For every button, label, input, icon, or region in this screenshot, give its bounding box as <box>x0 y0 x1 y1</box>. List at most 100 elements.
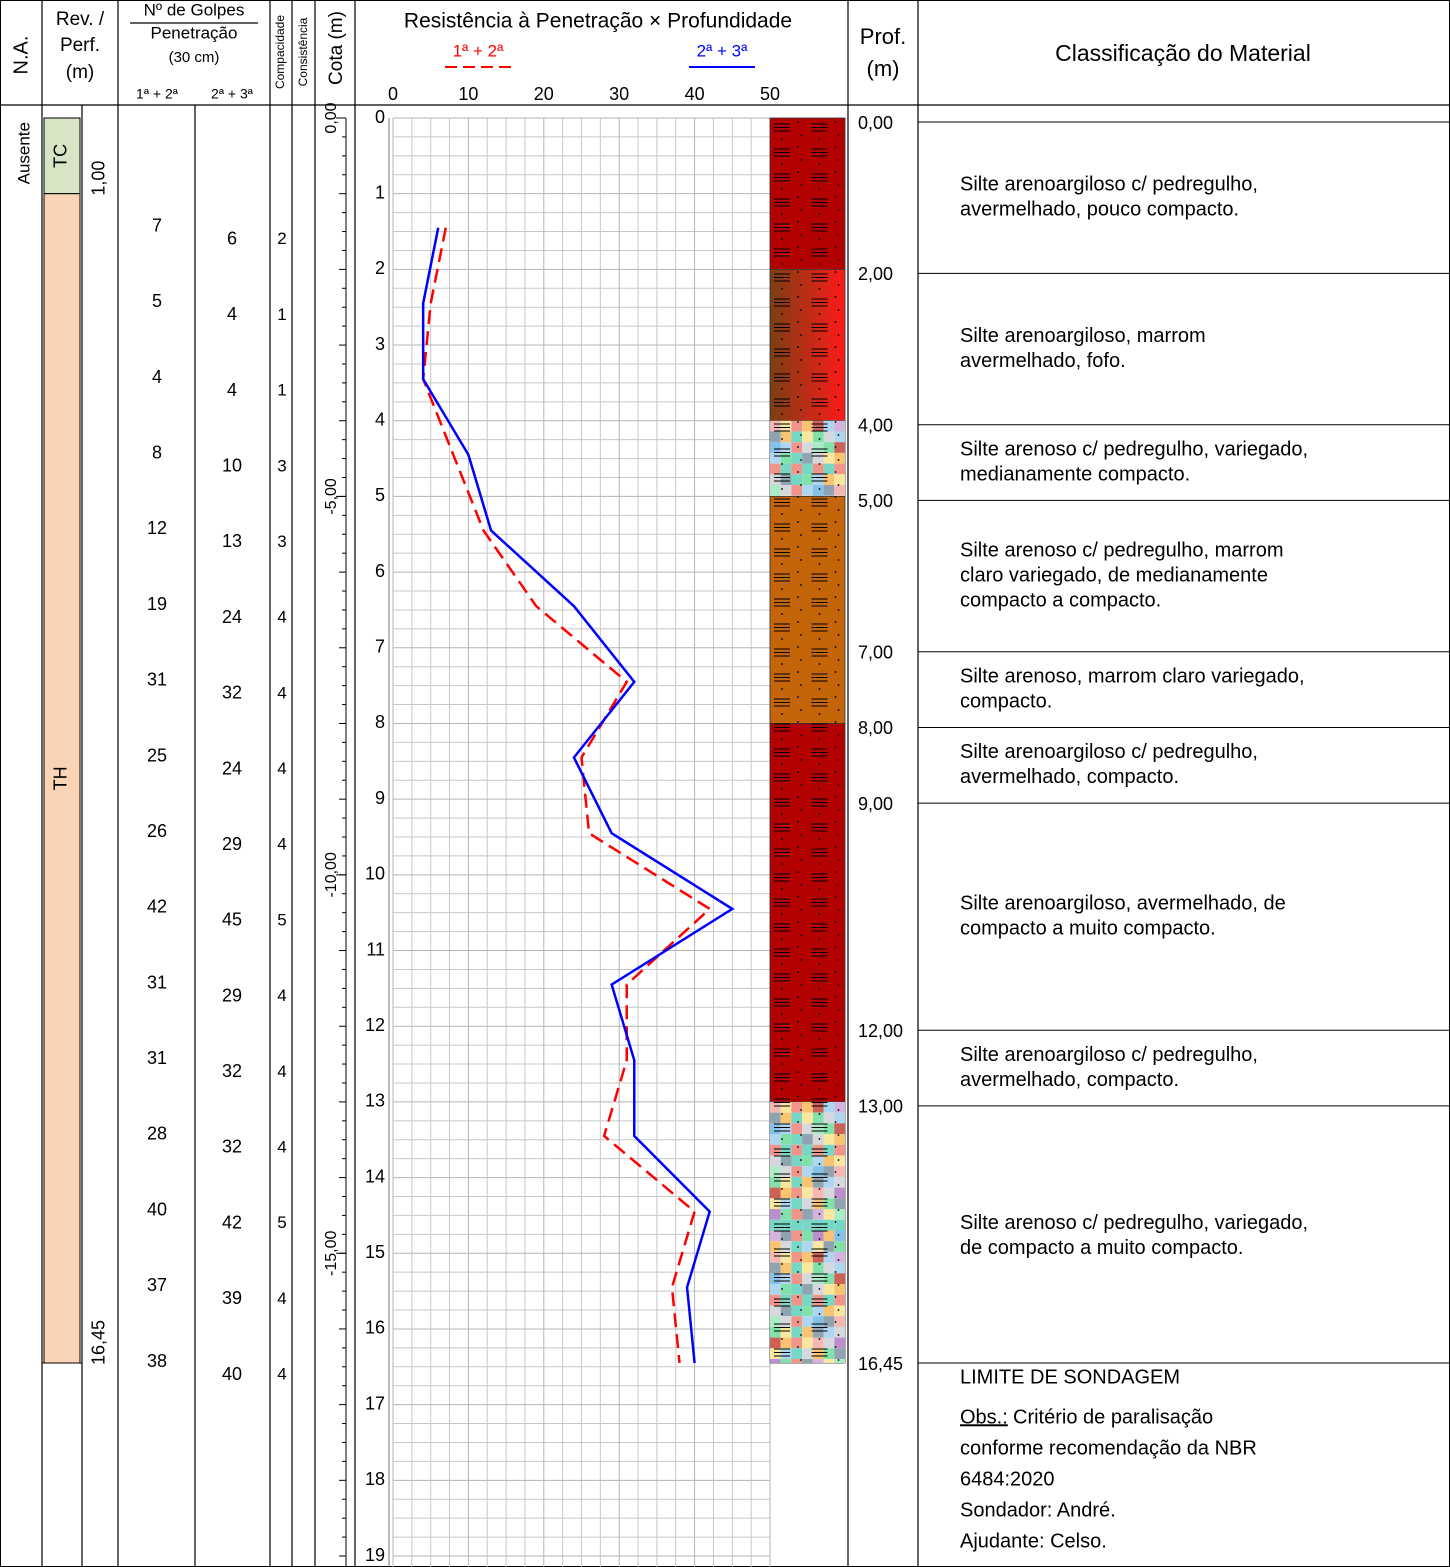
blow-count: 28 <box>147 1124 167 1144</box>
casing-label: TH <box>51 766 71 790</box>
material-description: compacto a compacto. <box>960 589 1161 611</box>
obs-line: 6484:2020 <box>960 1468 1055 1490</box>
casing-bar <box>43 117 81 195</box>
blow-count: 4 <box>227 304 237 324</box>
y-tick-label: 15 <box>365 1242 385 1262</box>
material-description: claro variegado, de medianamente <box>960 564 1268 586</box>
rev-header: (m) <box>66 62 94 83</box>
compactness: 4 <box>277 683 286 702</box>
compactness: 1 <box>277 381 286 400</box>
y-tick-label: 5 <box>375 485 385 505</box>
soil-texture <box>770 269 845 421</box>
blow-count: 42 <box>147 897 167 917</box>
y-tick-label: 16 <box>365 1318 385 1338</box>
material-description: compacto a muito compacto. <box>960 917 1216 939</box>
blow-count: 31 <box>147 972 167 992</box>
depth-label: 2,00 <box>858 264 893 284</box>
end-title: LIMITE DE SONDAGEM <box>960 1366 1180 1388</box>
blow-count: 32 <box>222 1137 242 1157</box>
x-tick-label: 40 <box>685 84 705 104</box>
compactness: 5 <box>277 910 286 929</box>
depth-label: 16,45 <box>858 1354 903 1374</box>
y-tick-label: 18 <box>365 1469 385 1489</box>
material-description: Silte arenoargiloso c/ pedregulho, <box>960 1044 1258 1066</box>
cota-label: -10,00 <box>323 852 340 897</box>
consistencia-header: Consistência <box>296 17 310 86</box>
compactness: 1 <box>277 305 286 324</box>
blow-count: 4 <box>152 367 162 387</box>
soil-texture <box>770 723 845 1102</box>
blow-count: 10 <box>222 456 242 476</box>
cota-label: -15,00 <box>323 1230 340 1275</box>
na-header: N.A. <box>10 36 32 75</box>
y-tick-label: 13 <box>365 1091 385 1111</box>
obs-line: Sondador: André. <box>960 1499 1116 1521</box>
blow-count: 45 <box>222 910 242 930</box>
y-tick-label: 0 <box>375 107 385 127</box>
material-description: avermelhado, compacto. <box>960 766 1179 788</box>
blow-count: 5 <box>152 291 162 311</box>
blow-count: 31 <box>147 1048 167 1068</box>
blow-count: 6 <box>227 228 237 248</box>
material-description: Silte arenoargiloso, avermelhado, de <box>960 892 1286 914</box>
blow-count: 37 <box>147 1275 167 1295</box>
blow-count: 24 <box>222 758 242 778</box>
depth-label: 12,00 <box>858 1021 903 1041</box>
compacidade-header: Compacidade <box>273 15 287 89</box>
material-description: avermelhado, compacto. <box>960 1069 1179 1091</box>
y-tick-label: 2 <box>375 258 385 278</box>
compactness: 4 <box>277 759 286 778</box>
blow-count: 42 <box>222 1212 242 1232</box>
compactness: 4 <box>277 1137 286 1156</box>
golpes-header: (30 cm) <box>169 49 220 66</box>
material-description: Silte arenoso c/ pedregulho, marrom <box>960 539 1284 561</box>
blow-count: 12 <box>147 518 167 538</box>
y-tick-label: 19 <box>365 1545 385 1565</box>
y-tick-label: 1 <box>375 182 385 202</box>
y-tick-label: 14 <box>365 1166 385 1186</box>
blow-count: 40 <box>147 1199 167 1219</box>
blow-count: 38 <box>147 1351 167 1371</box>
y-tick-label: 6 <box>375 561 385 581</box>
golpes-header: Penetração <box>151 23 238 42</box>
x-tick-label: 0 <box>388 84 398 104</box>
compactness: 5 <box>277 1213 286 1232</box>
chart-title: Resistência à Penetração × Profundidade <box>404 10 792 33</box>
y-tick-label: 12 <box>365 1015 385 1035</box>
soil-texture <box>770 420 845 497</box>
depth-label: 5,00 <box>858 491 893 511</box>
obs-line: Critério de paralisação <box>1013 1406 1213 1428</box>
y-tick-label: 11 <box>366 939 385 959</box>
x-tick-label: 10 <box>458 84 478 104</box>
obs-line: conforme recomendação da NBR <box>960 1437 1257 1459</box>
material-description: Silte arenoso c/ pedregulho, variegado, <box>960 1212 1308 1234</box>
golpes-header: Nº de Golpes <box>144 0 245 19</box>
blow-count: 4 <box>227 380 237 400</box>
classification-header: Classificação do Material <box>1055 40 1311 66</box>
golpes-header: 2ª + 3ª <box>211 86 254 102</box>
material-description: Silte arenoargiloso c/ pedregulho, <box>960 173 1258 195</box>
compactness: 3 <box>277 532 286 551</box>
blow-count: 8 <box>152 443 162 463</box>
compactness: 4 <box>277 1364 286 1383</box>
blow-count: 25 <box>147 745 167 765</box>
y-tick-label: 17 <box>365 1393 385 1413</box>
legend-label: 1ª + 2ª <box>453 41 505 60</box>
blow-count: 24 <box>222 607 242 627</box>
y-tick-label: 7 <box>375 637 385 657</box>
compactness: 4 <box>277 835 286 854</box>
material-description: compacto. <box>960 690 1052 712</box>
x-tick-label: 30 <box>609 84 629 104</box>
depth-label: 0,00 <box>858 113 893 133</box>
cota-label: -5,00 <box>323 478 340 515</box>
blow-count: 40 <box>222 1364 242 1384</box>
blow-count: 29 <box>222 985 242 1005</box>
prof-header: (m) <box>867 56 900 81</box>
material-description: Silte arenoargiloso, marrom <box>960 325 1206 347</box>
cota-label: 0,00 <box>323 102 340 133</box>
penetration-line <box>421 227 712 1364</box>
rev-header: Perf. <box>60 35 100 56</box>
casing-bar <box>43 193 81 1364</box>
cota-header: Cota (m) <box>326 11 347 85</box>
